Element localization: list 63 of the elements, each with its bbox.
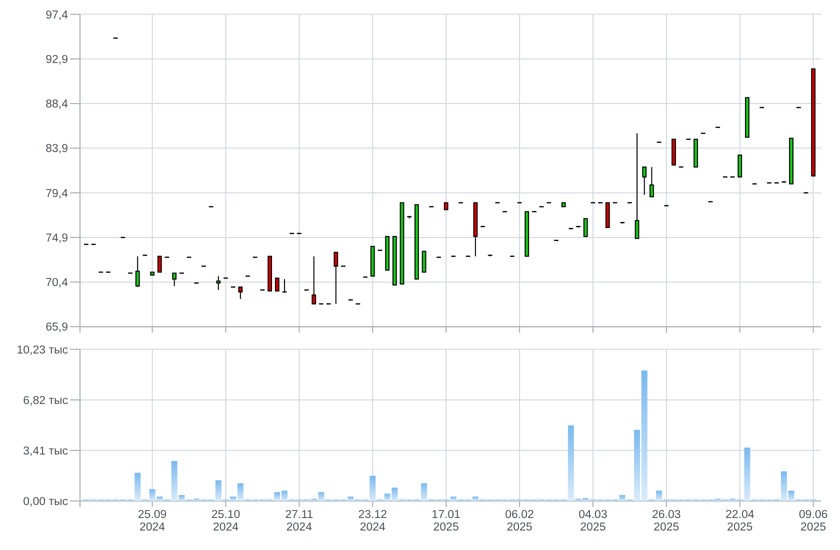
x-tick-label: 04.03 2025 [578, 509, 608, 534]
candlestick [135, 256, 140, 288]
bar [230, 496, 236, 501]
bar [171, 460, 178, 501]
candlestick [274, 278, 280, 292]
y-tick-label: 70,4 [46, 277, 69, 290]
candlestick [650, 166, 654, 198]
x-tick-label: 06.02 2025 [505, 509, 534, 534]
bar [450, 496, 456, 501]
bar [392, 488, 398, 501]
bar [370, 476, 376, 501]
candlestick [334, 252, 338, 304]
bar [634, 430, 640, 501]
bar [156, 496, 163, 501]
x-tick-label: 22.04 2025 [725, 509, 755, 534]
y-tick-label: 6,82 тыс [23, 394, 68, 407]
bar [568, 425, 574, 501]
candlestick [738, 154, 742, 178]
candlestick [422, 250, 426, 273]
y-tick-label: 83,9 [46, 143, 68, 156]
x-tick-label: 23.12 2024 [358, 509, 388, 534]
y-tick-label: 0,00 тыс [23, 496, 68, 508]
y-tick-label: 97,4 [46, 9, 69, 22]
bar [384, 494, 390, 501]
bar [134, 472, 141, 501]
bar [215, 480, 222, 501]
bar [348, 496, 354, 501]
x-tick-label: 17.01 2025 [432, 509, 460, 534]
bar [656, 490, 662, 501]
x-tick-label: 25.10 2024 [211, 509, 240, 534]
bar [149, 489, 156, 501]
bar [421, 483, 428, 501]
y-tick-label: 92,9 [46, 54, 68, 66]
candlestick [312, 256, 316, 304]
y-tick-label: 88,4 [46, 98, 69, 111]
bar [274, 492, 280, 501]
y-tick-label: 10,23 тыс [16, 344, 68, 356]
candlestick [172, 272, 177, 287]
bar [788, 490, 794, 501]
bar [318, 492, 324, 501]
candlestick [642, 166, 647, 196]
bar [619, 495, 626, 501]
x-tick-label: 09.06 2025 [798, 509, 828, 534]
candlestick [157, 256, 162, 273]
bar [282, 490, 288, 501]
bar [780, 471, 787, 501]
x-tick-label: 25.09 2024 [138, 509, 167, 534]
x-tick-label: 26.03 2025 [652, 509, 681, 534]
y-tick-label: 74,9 [46, 232, 68, 244]
candlestick [238, 286, 243, 300]
bar [582, 498, 589, 501]
bar [744, 448, 750, 501]
candlestick [634, 132, 640, 239]
bar [472, 496, 478, 501]
candlestick [583, 218, 588, 237]
bar [178, 495, 185, 501]
x-tick-label: 27.11 2024 [285, 509, 314, 534]
bar [641, 370, 648, 501]
candlestick [216, 276, 221, 291]
y-tick-label: 3,41 тыс [23, 445, 68, 458]
y-tick-label: 79,4 [46, 188, 69, 200]
bar [237, 483, 244, 501]
y-tick-label: 65,9 [46, 322, 68, 334]
